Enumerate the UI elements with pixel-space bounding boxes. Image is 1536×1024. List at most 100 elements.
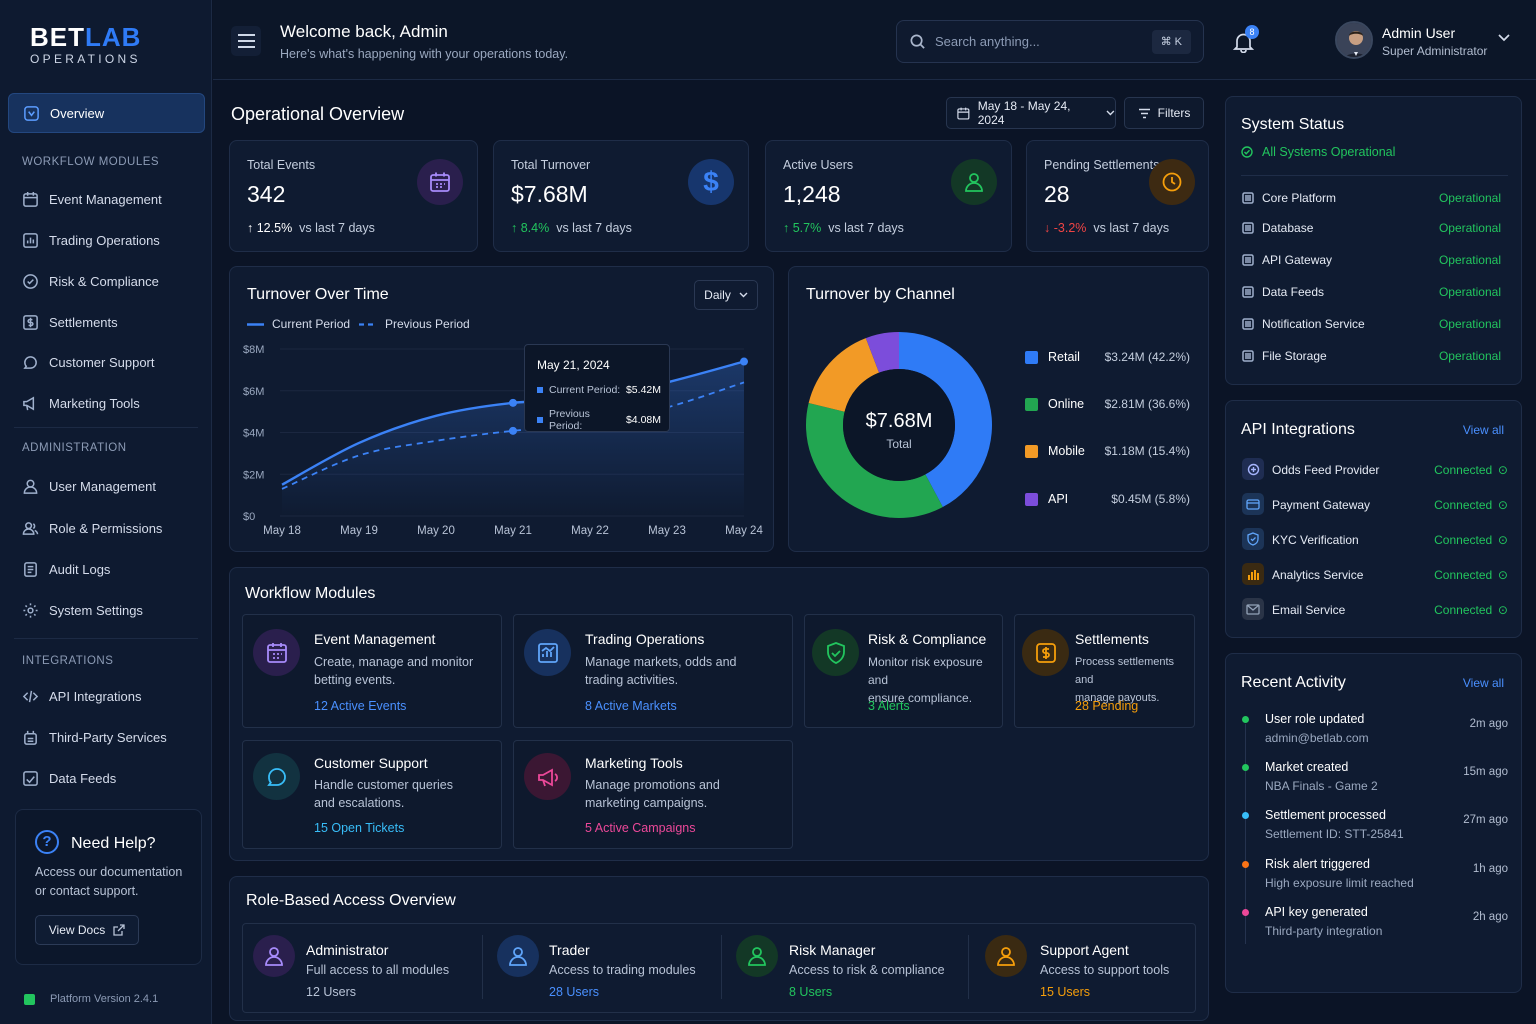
chevron-down-icon[interactable] (1498, 34, 1510, 42)
sidebar-item-api-integrations[interactable]: API Integrations (22, 686, 142, 706)
activity-view-all-link[interactable]: View all (1462, 676, 1504, 690)
api-name: Odds Feed Provider (1272, 463, 1380, 477)
megaphone-icon (524, 753, 571, 800)
clock-icon (1149, 159, 1195, 205)
menu-toggle-button[interactable] (231, 26, 261, 56)
x-tick-label: May 24 (725, 525, 763, 537)
activity-time: 2m ago (1469, 718, 1508, 730)
module-trading-operations[interactable]: Trading Operations Manage markets, odds … (513, 614, 793, 728)
stat-value: 28 (1044, 181, 1070, 207)
sidebar-item-role-permissions[interactable]: Role & Permissions (22, 518, 162, 538)
activity-item[interactable]: API key generated Third-party integration… (1242, 905, 1508, 945)
sidebar-item-settlements[interactable]: Settlements (22, 312, 118, 332)
moon-icon[interactable] (1288, 31, 1308, 51)
sidebar: BETLAB OPERATIONS Overview WORKFLOW MODU… (0, 0, 212, 1024)
filters-button[interactable]: Filters (1124, 97, 1204, 129)
activity-dot-icon (1242, 812, 1249, 819)
api-row-kyc[interactable]: KYC Verification Connected ⊙ (1242, 528, 1508, 552)
legend-swatch-previous (359, 322, 377, 326)
avatar[interactable] (1335, 21, 1373, 59)
role-description: Access to trading modules (549, 963, 696, 977)
stat-card-total-turnover[interactable]: Total Turnover $7.68M ↑ 8.4% vs last 7 d… (493, 140, 749, 252)
stat-value: 1,248 (783, 181, 841, 207)
sidebar-item-audit-logs[interactable]: Audit Logs (22, 559, 110, 579)
api-view-all-link[interactable]: View all (1462, 423, 1504, 437)
user-icon (951, 159, 997, 205)
status-name: Data Feeds (1262, 285, 1325, 299)
section-label-integrations: INTEGRATIONS (22, 655, 114, 667)
logo[interactable]: BETLAB OPERATIONS (30, 24, 141, 66)
data-point (509, 426, 517, 435)
filter-icon (1138, 108, 1150, 118)
plug-icon (24, 730, 37, 745)
module-description: Manage markets, odds and trading activiti… (585, 655, 737, 687)
sidebar-item-trading-operations[interactable]: Trading Operations (22, 230, 160, 250)
activity-item[interactable]: User role updated admin@betlab.com 2m ago (1242, 712, 1508, 752)
sidebar-item-overview[interactable]: Overview (8, 93, 205, 133)
module-risk-compliance[interactable]: Risk & Compliance Monitor risk exposure … (804, 614, 1003, 728)
search-input[interactable]: Search anything... ⌘ K (896, 20, 1204, 63)
chart-tooltip: May 21, 2024 Current Period: $5.42M Previ… (524, 344, 670, 432)
activity-item[interactable]: Risk alert triggered High exposure limit … (1242, 857, 1508, 897)
role-support-agent[interactable]: Support Agent Access to support tools 15… (985, 935, 1185, 1003)
api-row-odds-feed[interactable]: Odds Feed Provider Connected ⊙ (1242, 458, 1508, 482)
view-docs-button[interactable]: View Docs (35, 915, 139, 945)
platform-version: Platform Version 2.4.1 (24, 993, 158, 1005)
feed-icon (23, 770, 38, 786)
module-customer-support[interactable]: Customer Support Handle customer queries… (242, 740, 502, 849)
date-range-picker[interactable]: May 18 - May 24, 2024 (946, 97, 1116, 129)
sidebar-item-event-management[interactable]: Event Management (22, 189, 162, 209)
legend-swatch (1025, 398, 1038, 411)
role-risk-manager[interactable]: Risk Manager Access to risk & compliance… (736, 935, 958, 1003)
stat-card-active-users[interactable]: Active Users 1,248 ↑ 5.7% vs last 7 days (765, 140, 1012, 252)
dollar-box-icon (23, 314, 38, 330)
activity-item[interactable]: Settlement processed Settlement ID: STT-2… (1242, 808, 1508, 848)
activity-item[interactable]: Market created NBA Finals - Game 2 15m ago (1242, 760, 1508, 800)
external-link-icon (113, 924, 125, 936)
stat-card-pending-settlements[interactable]: Pending Settlements 28 ↓ -3.2% vs last 7… (1026, 140, 1209, 252)
avatar-person-icon (1337, 23, 1371, 57)
sidebar-item-user-management[interactable]: User Management (22, 476, 156, 496)
sidebar-item-customer-support[interactable]: Customer Support (22, 352, 155, 372)
role-trader[interactable]: Trader Access to trading modules 28 User… (497, 935, 707, 1003)
status-name: API Gateway (1262, 253, 1333, 267)
help-icon: ? (35, 830, 59, 854)
gear-icon (23, 602, 38, 618)
module-description: Create, manage and monitor betting events… (314, 655, 474, 687)
sidebar-item-marketing-tools[interactable]: Marketing Tools (22, 393, 140, 413)
role-title: Administrator (306, 942, 389, 958)
api-row-payment-gateway[interactable]: Payment Gateway Connected ⊙ (1242, 493, 1508, 517)
legend-label: Mobile (1048, 444, 1085, 458)
sidebar-item-risk-compliance[interactable]: Risk & Compliance (22, 271, 159, 291)
sidebar-item-system-settings[interactable]: System Settings (22, 600, 143, 620)
legend-swatch (1025, 351, 1038, 364)
stat-card-total-events[interactable]: Total Events 342 ↑ 12.5% vs last 7 days (229, 140, 478, 252)
user-name: Admin User (1382, 25, 1456, 41)
sidebar-item-data-feeds[interactable]: Data Feeds (22, 768, 116, 788)
analytics-icon (1242, 563, 1264, 585)
dollar-box-icon (1022, 629, 1069, 676)
sidebar-item-third-party-services[interactable]: Third-Party Services (22, 727, 167, 747)
y-tick-label: $6M (243, 386, 264, 398)
module-settlements[interactable]: Settlements Process settlements and manag… (1014, 614, 1195, 728)
module-event-management[interactable]: Event Management Create, manage and moni… (242, 614, 502, 728)
data-point (509, 398, 517, 407)
notification-icon (1242, 318, 1254, 330)
donut-center-value: $7.68M (865, 410, 933, 432)
sidebar-item-label: Settlements (49, 314, 118, 330)
overview-icon (24, 105, 39, 121)
user-icon (253, 935, 295, 977)
activity-sub: admin@betlab.com (1265, 731, 1369, 745)
stat-label: Active Users (783, 158, 854, 172)
role-access-card: Role-Based Access Overview (229, 876, 1209, 1021)
api-row-analytics[interactable]: Analytics Service Connected ⊙ (1242, 563, 1508, 587)
module-marketing-tools[interactable]: Marketing Tools Manage promotions and mar… (513, 740, 793, 849)
module-title: Settlements (1075, 631, 1149, 647)
module-count: 8 Active Markets (585, 699, 677, 713)
legend-swatch-current (247, 322, 264, 326)
api-row-email[interactable]: Email Service Connected ⊙ (1242, 598, 1508, 622)
period-select[interactable]: Daily (694, 280, 758, 310)
role-administrator[interactable]: Administrator Full access to all modules… (253, 935, 473, 1003)
logo-subtitle: OPERATIONS (30, 52, 141, 66)
tooltip-row-current: Current Period: $5.42M (537, 384, 661, 396)
